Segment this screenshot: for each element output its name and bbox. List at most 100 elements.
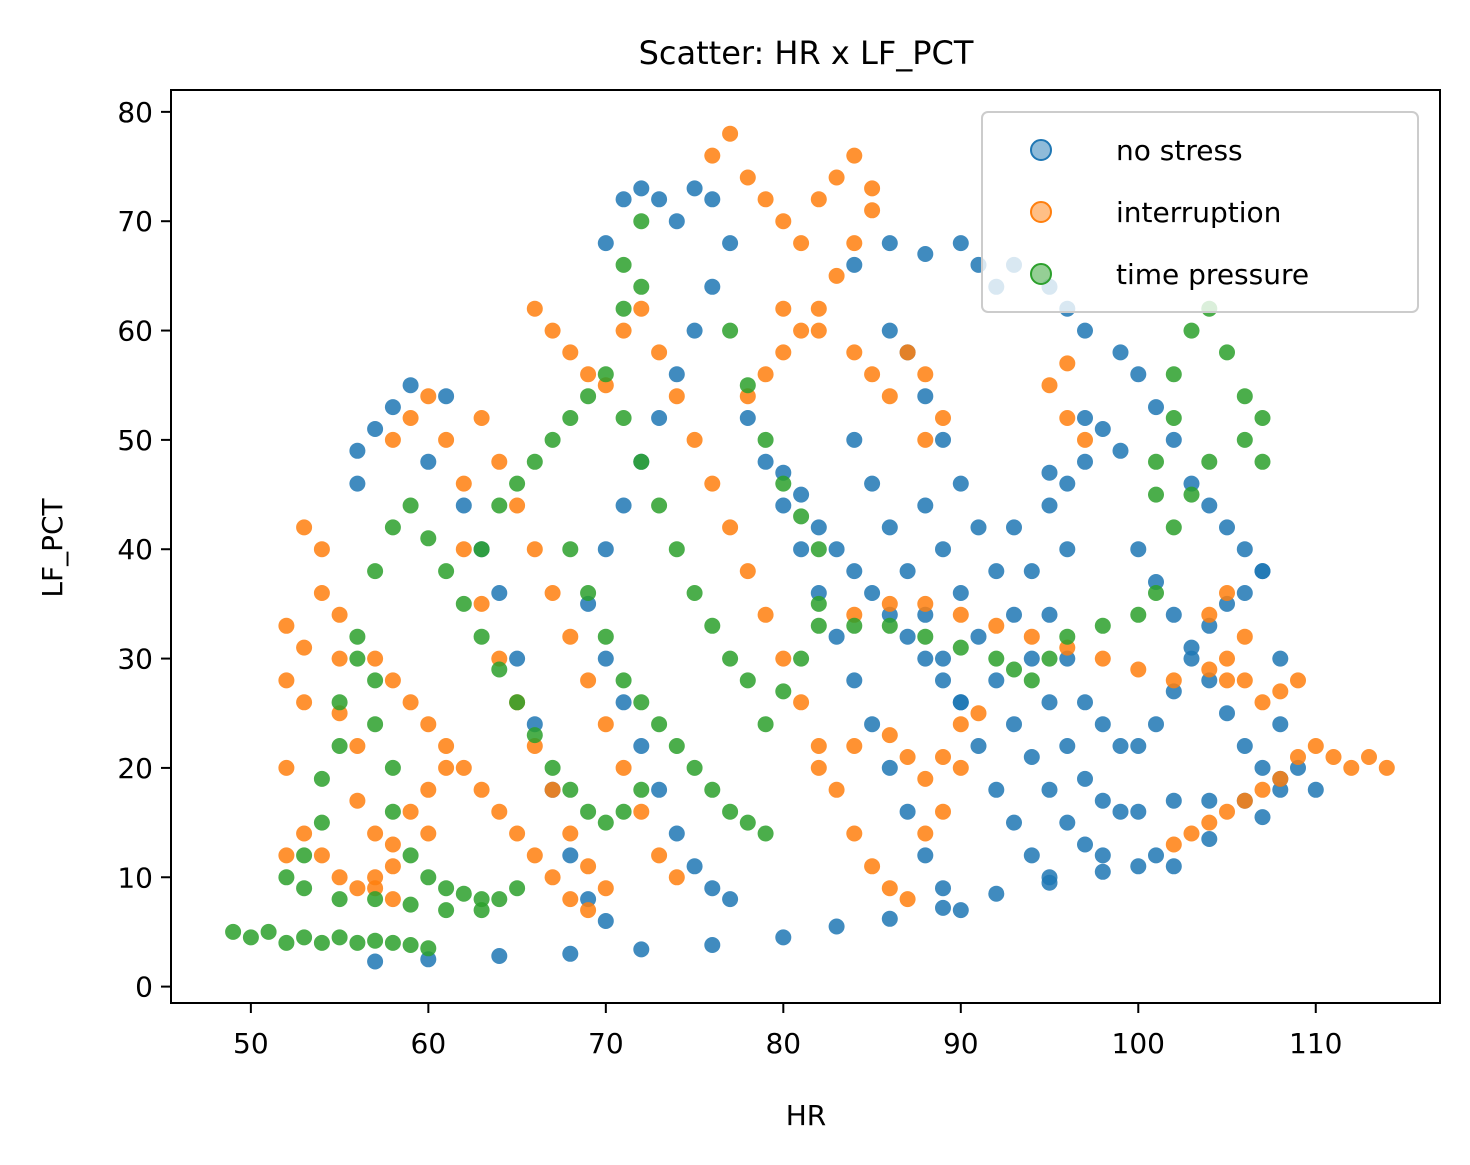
data-point <box>1183 322 1200 339</box>
data-point <box>491 497 508 514</box>
data-point <box>651 344 668 361</box>
data-point <box>633 803 650 820</box>
data-point <box>1254 563 1271 580</box>
data-point <box>1148 486 1164 503</box>
data-point <box>1165 858 1182 875</box>
data-point <box>739 388 756 405</box>
data-point <box>1130 606 1147 623</box>
data-point <box>1148 453 1164 470</box>
data-point <box>917 595 934 612</box>
data-point <box>455 497 472 514</box>
data-point <box>544 322 561 339</box>
data-point <box>526 541 543 558</box>
data-point <box>970 519 987 536</box>
data-point <box>899 803 916 820</box>
data-point <box>384 891 401 908</box>
data-point <box>686 585 703 601</box>
data-point <box>917 825 934 842</box>
data-point <box>1378 759 1395 776</box>
y-tick-label: 20 <box>117 752 153 785</box>
data-point <box>1041 606 1058 623</box>
plot-frame <box>170 89 1441 1004</box>
data-point <box>651 847 668 864</box>
data-point <box>899 563 916 580</box>
data-point <box>420 781 437 798</box>
data-point <box>1077 694 1093 711</box>
data-point <box>296 825 313 842</box>
data-point <box>917 770 934 787</box>
x-tick-label: 70 <box>588 1027 624 1060</box>
data-point <box>810 595 827 612</box>
data-point <box>1361 749 1377 765</box>
data-point <box>952 235 969 252</box>
data-point <box>420 825 437 842</box>
data-point <box>562 847 579 864</box>
data-point <box>242 929 259 946</box>
data-point <box>615 497 632 514</box>
data-point <box>757 825 774 842</box>
data-point <box>331 869 348 886</box>
data-point <box>899 891 916 908</box>
data-point <box>1254 694 1271 711</box>
data-point <box>526 727 543 744</box>
data-point <box>402 896 419 913</box>
data-point <box>651 410 668 426</box>
data-point <box>1077 453 1093 470</box>
data-point <box>846 235 863 252</box>
data-point <box>1130 661 1147 678</box>
data-point <box>757 431 774 448</box>
data-point <box>881 595 898 612</box>
data-point <box>917 246 934 262</box>
data-point <box>402 497 419 514</box>
data-point <box>1130 803 1147 820</box>
x-tick-label: 90 <box>943 1027 979 1060</box>
data-point <box>935 650 951 667</box>
data-point <box>668 738 685 754</box>
data-point <box>704 475 721 492</box>
x-tick-label: 110 <box>1289 1027 1342 1060</box>
data-point <box>846 147 863 164</box>
series-time-pressure <box>225 213 1271 957</box>
data-point <box>1219 650 1235 667</box>
data-point <box>491 585 508 601</box>
data-point <box>899 628 916 645</box>
data-point <box>668 213 685 230</box>
data-point <box>367 932 384 949</box>
data-point <box>1130 366 1147 383</box>
data-point <box>544 781 561 798</box>
data-point <box>455 541 472 558</box>
data-point <box>846 563 863 580</box>
data-point <box>793 235 810 252</box>
data-point <box>1236 541 1253 558</box>
data-point <box>1077 431 1093 448</box>
data-point <box>881 759 898 776</box>
data-point <box>1077 836 1093 853</box>
data-point <box>438 759 455 776</box>
data-point <box>722 519 739 536</box>
data-point <box>1023 672 1040 689</box>
data-point <box>739 377 756 394</box>
data-point <box>473 410 490 426</box>
data-point <box>1023 749 1040 765</box>
data-point <box>1201 831 1218 847</box>
data-point <box>597 814 614 831</box>
data-point <box>917 628 934 645</box>
data-point <box>313 934 330 951</box>
data-point <box>1201 497 1218 514</box>
data-point <box>615 322 632 339</box>
data-point <box>1130 738 1147 754</box>
data-point <box>278 672 295 689</box>
data-point <box>1219 519 1235 536</box>
data-point <box>988 781 1005 798</box>
data-point <box>917 366 934 383</box>
chart-title: Scatter: HR x LF_PCT <box>639 34 974 72</box>
data-point <box>899 344 916 361</box>
data-point <box>1183 639 1200 656</box>
data-point <box>1165 836 1182 853</box>
data-point <box>1041 377 1058 394</box>
data-point <box>615 803 632 820</box>
data-point <box>775 213 792 230</box>
data-point <box>917 497 934 514</box>
data-point <box>739 410 756 426</box>
